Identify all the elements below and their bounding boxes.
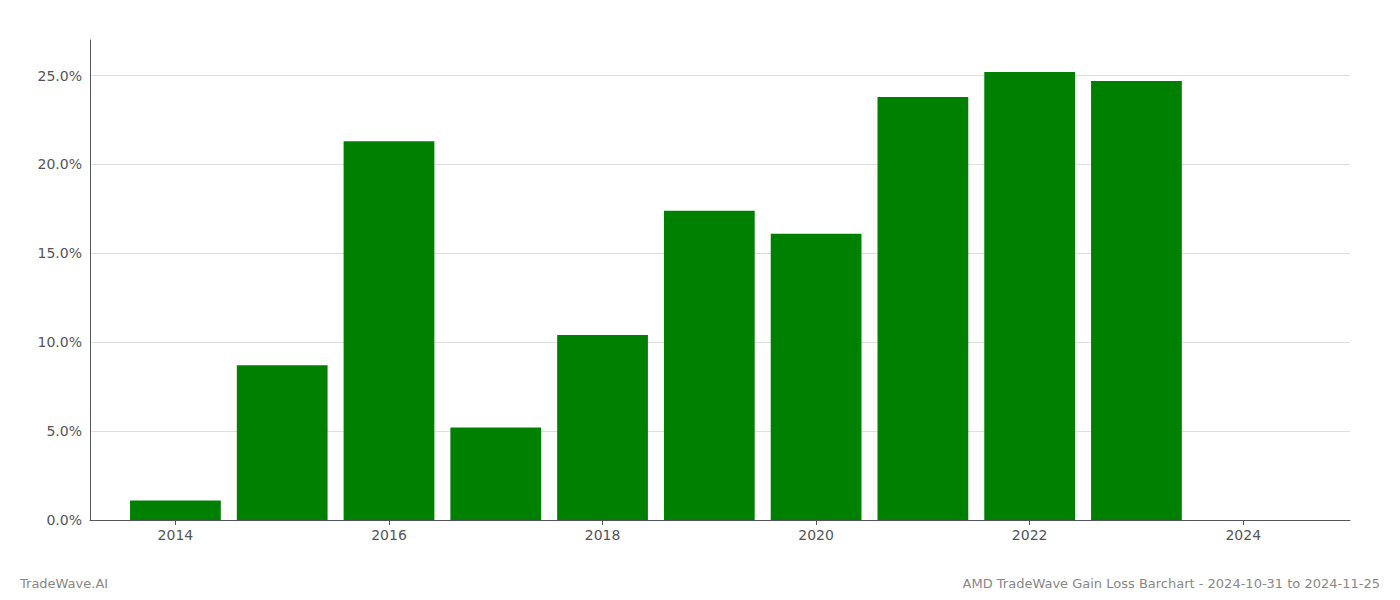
svg-text:2022: 2022 <box>1012 527 1048 543</box>
svg-text:15.0%: 15.0% <box>38 245 82 261</box>
svg-text:TradeWave.AI: TradeWave.AI <box>19 576 108 591</box>
svg-text:2016: 2016 <box>371 527 407 543</box>
svg-text:25.0%: 25.0% <box>38 68 82 84</box>
svg-text:5.0%: 5.0% <box>46 423 82 439</box>
svg-text:2024: 2024 <box>1225 527 1261 543</box>
svg-text:2018: 2018 <box>585 527 621 543</box>
svg-text:2014: 2014 <box>158 527 194 543</box>
svg-text:10.0%: 10.0% <box>38 334 82 350</box>
svg-text:AMD TradeWave Gain Loss Barcha: AMD TradeWave Gain Loss Barchart - 2024-… <box>963 576 1380 591</box>
svg-text:0.0%: 0.0% <box>46 512 82 528</box>
svg-text:2020: 2020 <box>798 527 834 543</box>
svg-text:20.0%: 20.0% <box>38 156 82 172</box>
